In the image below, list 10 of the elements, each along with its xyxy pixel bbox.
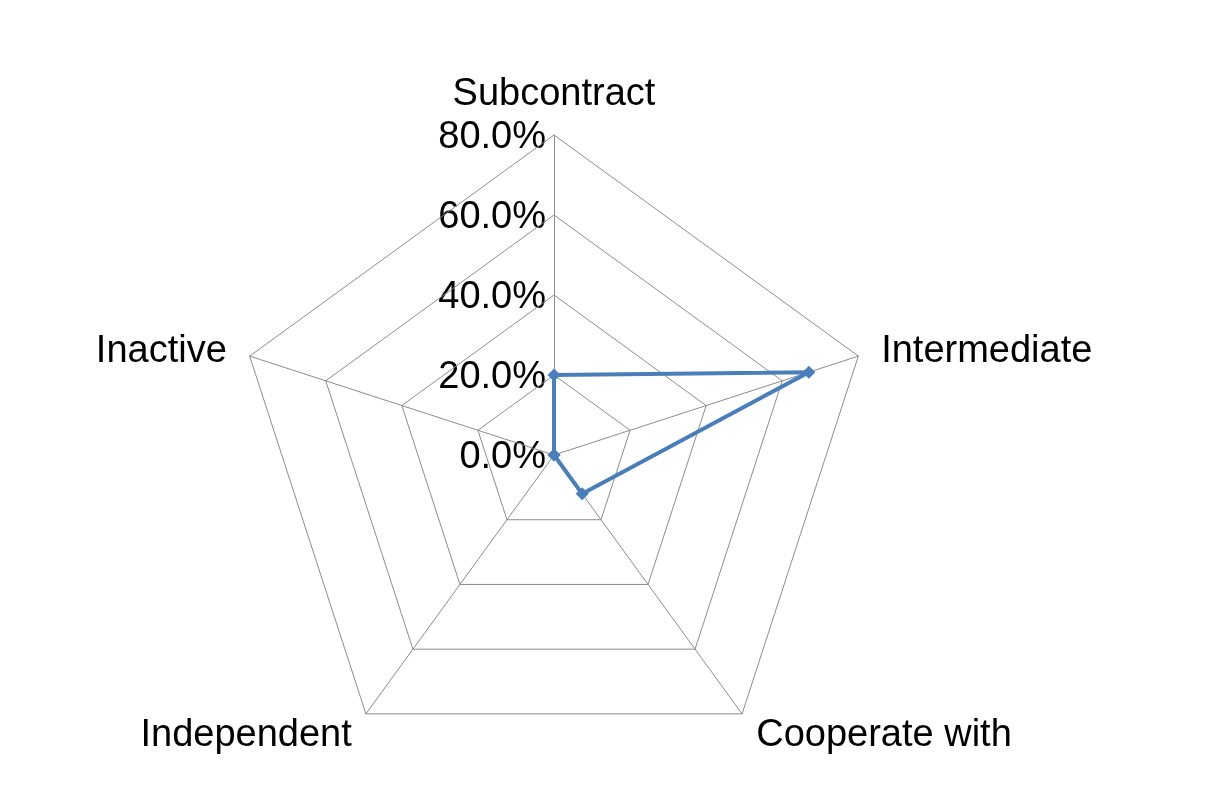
spoke-label: Intermediate: [881, 327, 1093, 370]
spoke-label: Independent: [140, 712, 353, 755]
y-tick-label: 40.0%: [438, 274, 546, 316]
y-tick-label: 80.0%: [438, 114, 546, 156]
spoke-label: Subcontract: [452, 71, 656, 113]
y-tick-label: 20.0%: [438, 354, 546, 396]
y-tick-label: 0.0%: [459, 434, 546, 476]
y-tick-label: 60.0%: [438, 194, 546, 236]
spoke-label: Inactive: [95, 327, 227, 370]
spoke-label: Cooperate with: [756, 712, 1012, 755]
